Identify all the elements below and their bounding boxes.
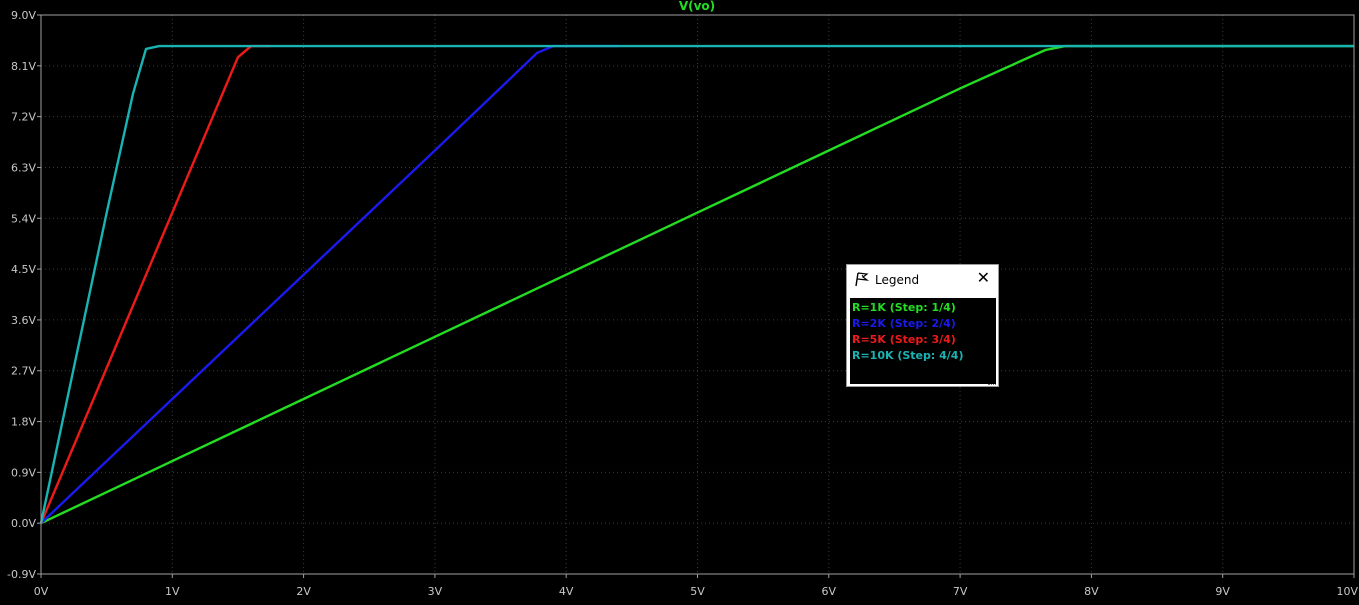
legend-entry-1: R=1K (Step: 1/4) — [852, 301, 956, 314]
x-tick-label-3: 3V — [428, 585, 443, 598]
y-tick-label-5: 3.6V — [11, 314, 36, 327]
y-tick-label-10: 8.1V — [11, 60, 36, 73]
y-tick-label-11: 9.0V — [11, 9, 36, 22]
legend-entries: R=1K (Step: 1/4) R=2K (Step: 2/4) R=5K (St… — [850, 298, 996, 384]
series-line-4 — [39, 44, 1354, 524]
legend-header[interactable]: Legend ✕ — [847, 265, 998, 295]
resize-grip[interactable] — [988, 381, 996, 385]
y-tick-label-3: 1.8V — [11, 416, 36, 429]
legend-entry-2: R=2K (Step: 2/4) — [852, 317, 956, 330]
x-tick-label-7: 7V — [953, 585, 968, 598]
legend-entry-3: R=5K (Step: 3/4) — [852, 333, 956, 346]
chart-title: V(vo) — [679, 0, 715, 13]
legend-window[interactable]: Legend ✕ R=1K (Step: 1/4) R=2K (Step: 2/4… — [846, 264, 999, 387]
series-line-1 — [40, 44, 1354, 525]
x-tick-label-9: 9V — [1215, 585, 1230, 598]
y-tick-label-6: 4.5V — [11, 263, 36, 276]
y-tick-label-0: -0.9V — [7, 568, 36, 581]
x-axis-ticks: 0V 1V 2V 3V 4V 5V 6V 7V 8V 9V 10V — [34, 574, 1358, 598]
x-tick-label-4: 4V — [559, 585, 574, 598]
x-tick-label-1: 1V — [165, 585, 180, 598]
y-tick-label-7: 5.4V — [11, 212, 36, 225]
close-icon[interactable]: ✕ — [976, 268, 990, 287]
x-tick-label-6: 6V — [822, 585, 837, 598]
x-tick-label-2: 2V — [296, 585, 311, 598]
legend-title: Legend — [875, 273, 920, 287]
y-tick-label-9: 7.2V — [11, 111, 36, 124]
y-axis-ticks: -0.9V 0.0V 0.9V 1.8V 2.7V 3.6V 4.5V 5.4V 6.3V 7.2… — [7, 9, 41, 581]
series-lines — [39, 44, 1354, 525]
legend-entry-4: R=10K (Step: 4/4) — [852, 349, 964, 362]
x-tick-label-10: 10V — [1336, 585, 1358, 598]
x-tick-label-8: 8V — [1084, 585, 1099, 598]
probe-flag-icon — [855, 272, 870, 287]
y-tick-label-4: 2.7V — [11, 365, 36, 378]
y-tick-label-1: 0.0V — [11, 517, 36, 530]
y-tick-label-8: 6.3V — [11, 161, 36, 174]
x-tick-label-0: 0V — [34, 585, 49, 598]
plot-frame — [40, 14, 1355, 575]
y-tick-label-2: 0.9V — [11, 466, 36, 479]
x-tick-label-5: 5V — [690, 585, 705, 598]
